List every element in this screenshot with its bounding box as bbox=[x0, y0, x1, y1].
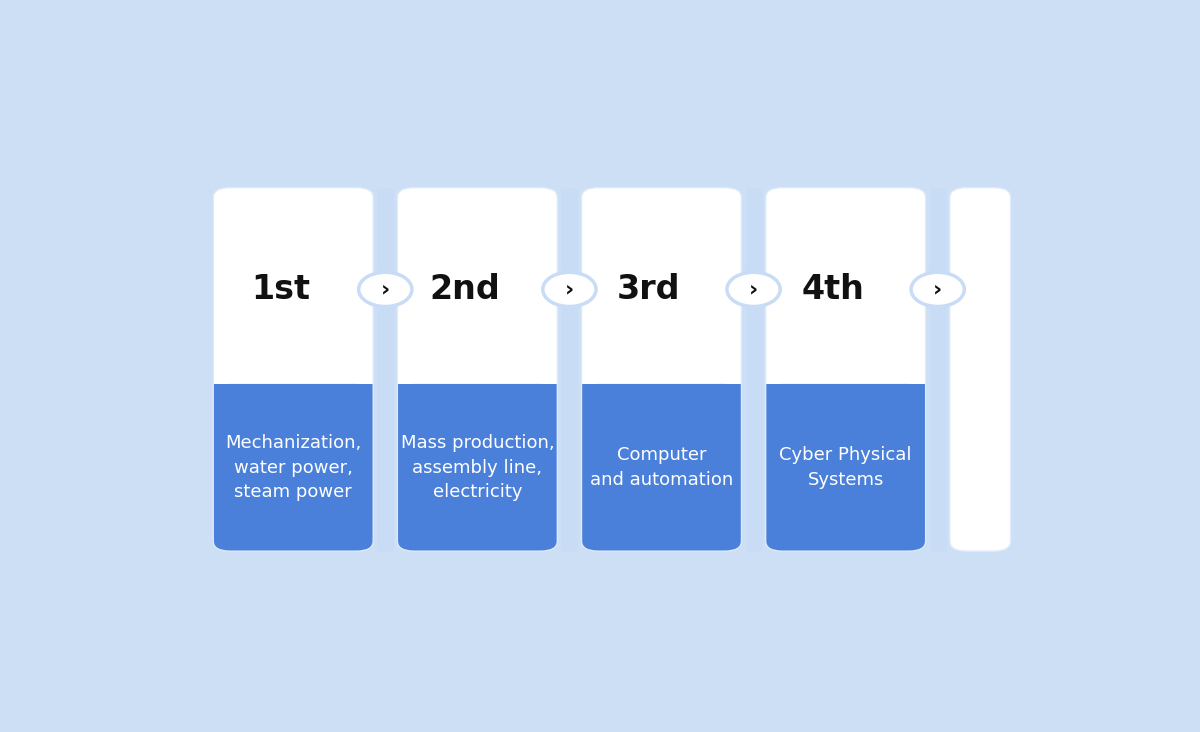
Circle shape bbox=[368, 279, 403, 300]
Circle shape bbox=[552, 279, 587, 300]
Circle shape bbox=[913, 274, 962, 304]
FancyBboxPatch shape bbox=[214, 187, 373, 551]
Text: 1st: 1st bbox=[251, 273, 310, 306]
Circle shape bbox=[361, 274, 409, 304]
Circle shape bbox=[730, 274, 778, 304]
FancyBboxPatch shape bbox=[582, 187, 742, 551]
FancyBboxPatch shape bbox=[766, 384, 925, 551]
Circle shape bbox=[920, 279, 955, 300]
FancyBboxPatch shape bbox=[950, 187, 1010, 551]
Text: 3rd: 3rd bbox=[617, 273, 680, 306]
Text: ›: › bbox=[565, 280, 574, 299]
FancyBboxPatch shape bbox=[214, 384, 373, 551]
Text: Mass production,
assembly line,
electricity: Mass production, assembly line, electric… bbox=[401, 434, 554, 501]
Text: 2nd: 2nd bbox=[430, 273, 500, 306]
Circle shape bbox=[736, 279, 770, 300]
Text: ›: › bbox=[749, 280, 758, 299]
Bar bbox=[582, 384, 742, 536]
Bar bbox=[766, 384, 925, 536]
FancyBboxPatch shape bbox=[582, 384, 742, 551]
Bar bbox=[214, 384, 373, 536]
Text: 4th: 4th bbox=[802, 273, 864, 306]
Text: ›: › bbox=[934, 280, 942, 299]
Text: Mechanization,
water power,
steam power: Mechanization, water power, steam power bbox=[226, 434, 361, 501]
FancyBboxPatch shape bbox=[766, 187, 925, 551]
Text: Computer
and automation: Computer and automation bbox=[590, 447, 733, 489]
Text: ›: › bbox=[380, 280, 390, 299]
Circle shape bbox=[545, 274, 594, 304]
FancyBboxPatch shape bbox=[397, 384, 557, 551]
Text: Cyber Physical
Systems: Cyber Physical Systems bbox=[779, 447, 912, 489]
FancyBboxPatch shape bbox=[397, 187, 557, 551]
Bar bbox=[397, 384, 557, 536]
